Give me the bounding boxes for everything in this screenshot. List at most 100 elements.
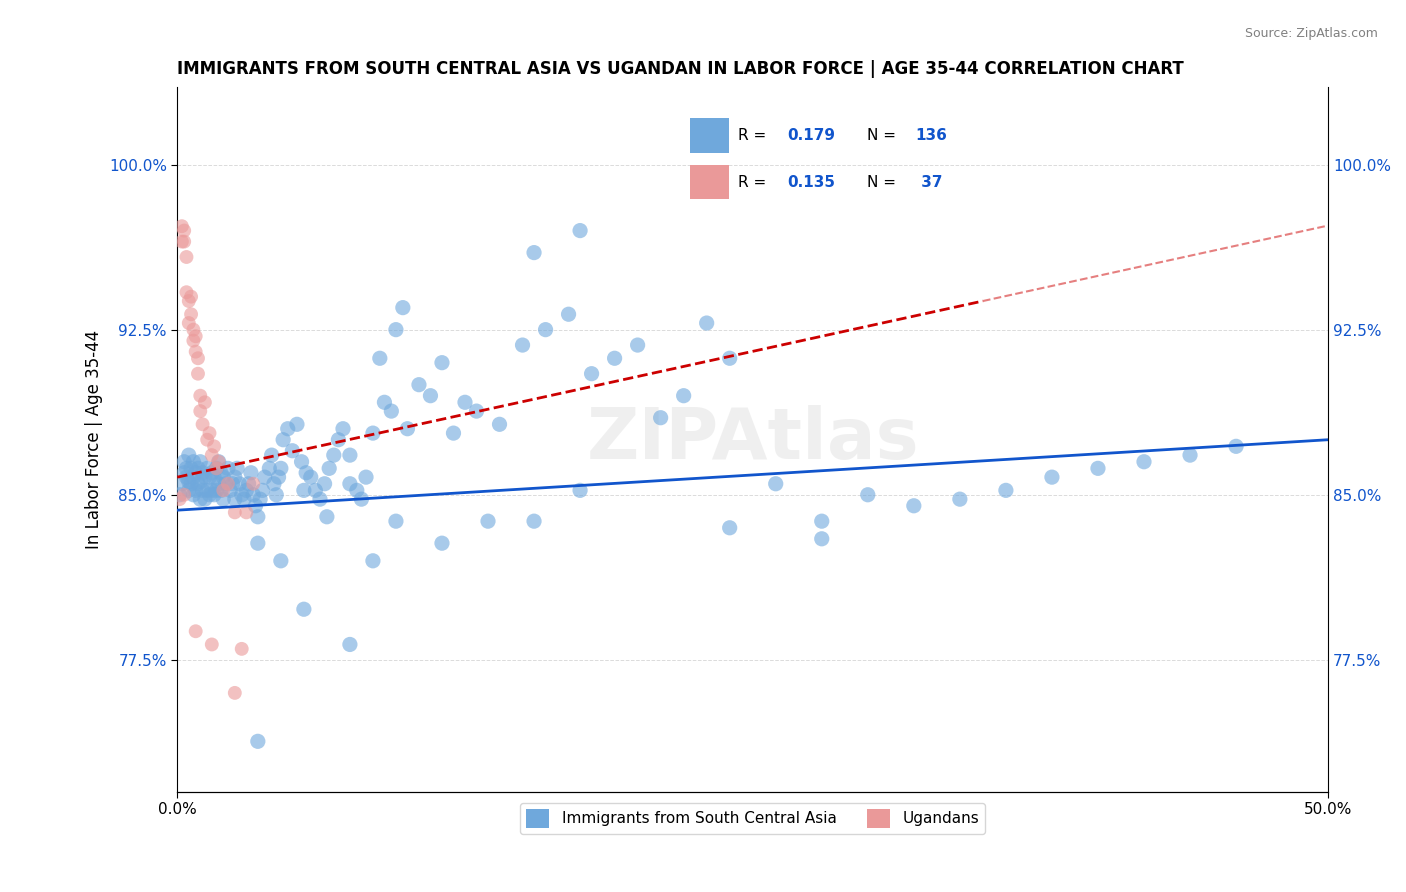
Point	[949, 492, 972, 507]
Point	[177, 293, 200, 308]
Point	[765, 476, 787, 491]
Point	[233, 492, 256, 507]
Point	[385, 323, 408, 337]
Legend: Immigrants from South Central Asia, Ugandans: Immigrants from South Central Asia, Ugan…	[520, 803, 986, 834]
Point	[267, 470, 290, 484]
Point	[217, 461, 239, 475]
Point	[650, 410, 672, 425]
Point	[903, 499, 925, 513]
Point	[177, 483, 200, 498]
Point	[188, 404, 211, 418]
Point	[212, 492, 235, 507]
Point	[209, 483, 232, 498]
Point	[183, 488, 205, 502]
Point	[259, 461, 281, 475]
Point	[626, 338, 648, 352]
Point	[177, 316, 200, 330]
Point	[994, 483, 1017, 498]
Point	[170, 219, 193, 234]
Point	[246, 734, 269, 748]
Point	[202, 439, 225, 453]
Point	[332, 422, 354, 436]
Point	[856, 488, 879, 502]
Point	[315, 509, 337, 524]
Point	[170, 476, 193, 491]
Point	[339, 448, 361, 462]
Point	[191, 483, 214, 498]
Point	[264, 488, 287, 502]
Point	[318, 461, 340, 475]
Point	[270, 554, 292, 568]
Point	[285, 417, 308, 432]
Point	[488, 417, 510, 432]
Point	[173, 466, 195, 480]
Point	[396, 422, 419, 436]
Point	[219, 483, 242, 498]
Point	[176, 250, 198, 264]
Point	[603, 351, 626, 366]
Point	[183, 455, 205, 469]
Y-axis label: In Labor Force | Age 35-44: In Labor Force | Age 35-44	[86, 330, 103, 549]
Point	[354, 470, 377, 484]
Point	[228, 476, 250, 491]
Point	[277, 422, 299, 436]
Point	[173, 235, 195, 249]
Point	[202, 470, 225, 484]
Point	[270, 461, 292, 475]
Point	[239, 466, 262, 480]
Point	[201, 483, 224, 498]
Point	[295, 466, 318, 480]
Point	[242, 476, 264, 491]
Point	[246, 509, 269, 524]
Point	[205, 461, 228, 475]
Text: ZIPAtlas: ZIPAtlas	[586, 405, 920, 475]
Point	[231, 641, 253, 656]
Point	[183, 323, 205, 337]
Point	[173, 488, 195, 502]
Point	[523, 514, 546, 528]
Point	[361, 554, 384, 568]
Point	[176, 461, 198, 475]
Point	[180, 307, 202, 321]
Point	[183, 334, 205, 348]
Point	[187, 367, 209, 381]
Point	[176, 285, 198, 300]
Point	[205, 461, 228, 475]
Point	[224, 470, 246, 484]
Point	[1178, 448, 1201, 462]
Point	[184, 466, 207, 480]
Point	[263, 476, 285, 491]
Point	[209, 466, 232, 480]
Point	[523, 245, 546, 260]
Text: IMMIGRANTS FROM SOUTH CENTRAL ASIA VS UGANDAN IN LABOR FORCE | AGE 35-44 CORRELA: IMMIGRANTS FROM SOUTH CENTRAL ASIA VS UG…	[177, 60, 1184, 78]
Point	[350, 492, 373, 507]
Point	[1040, 470, 1063, 484]
Point	[569, 224, 592, 238]
Point	[419, 389, 441, 403]
Point	[187, 351, 209, 366]
Point	[292, 602, 315, 616]
Point	[224, 492, 246, 507]
Point	[177, 475, 200, 489]
Point	[581, 367, 603, 381]
Point	[169, 488, 191, 502]
Point	[477, 514, 499, 528]
Point	[235, 505, 257, 519]
Point	[235, 483, 257, 498]
Point	[290, 455, 312, 469]
Point	[380, 404, 402, 418]
Point	[188, 475, 211, 489]
Point	[292, 483, 315, 498]
Point	[253, 470, 276, 484]
Point	[208, 455, 231, 469]
Point	[217, 476, 239, 491]
Point	[188, 389, 211, 403]
Point	[212, 483, 235, 498]
Point	[454, 395, 477, 409]
Point	[184, 483, 207, 498]
Point	[408, 377, 430, 392]
Point	[569, 483, 592, 498]
Point	[195, 483, 218, 498]
Point	[271, 433, 294, 447]
Point	[224, 505, 246, 519]
